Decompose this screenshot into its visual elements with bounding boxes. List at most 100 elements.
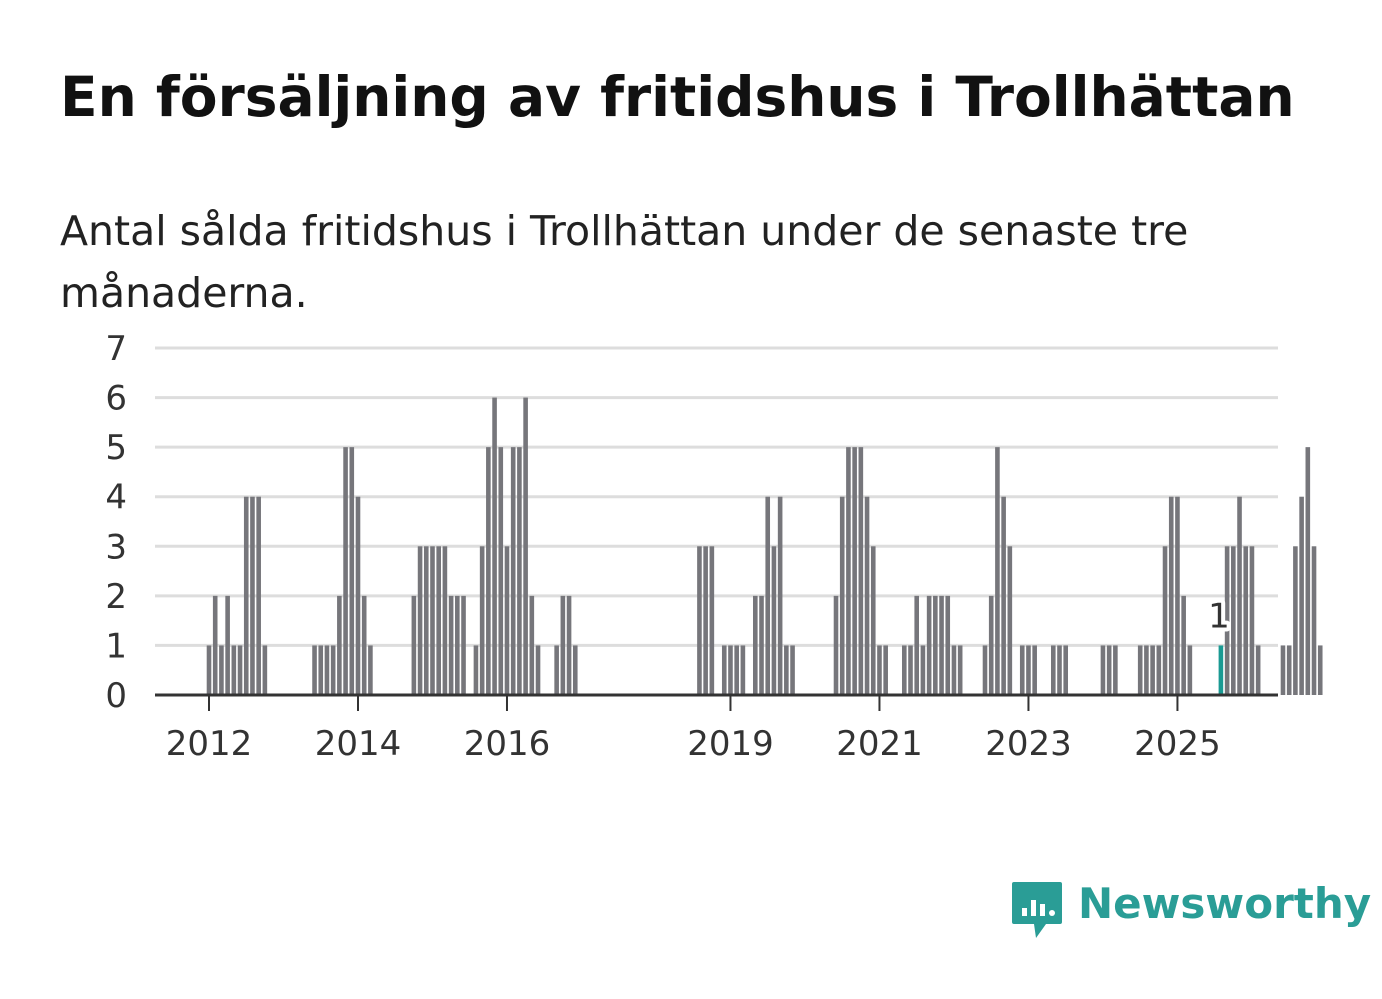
bar bbox=[1150, 645, 1155, 695]
bar bbox=[529, 595, 535, 695]
y-tick-label: 7 bbox=[105, 329, 127, 369]
bar bbox=[790, 645, 795, 695]
bar bbox=[957, 645, 963, 695]
newsworthy-logo-icon bbox=[1012, 882, 1062, 938]
bar bbox=[455, 595, 460, 695]
y-tick-label: 2 bbox=[105, 577, 127, 617]
y-axis-ticks: 0 1 2 3 4 5 6 7 bbox=[105, 329, 127, 716]
bar bbox=[1007, 546, 1013, 695]
bar bbox=[728, 645, 733, 695]
highlight-bar bbox=[1218, 645, 1224, 695]
bar bbox=[1019, 645, 1025, 695]
bar bbox=[995, 447, 1000, 695]
bar bbox=[566, 595, 572, 695]
bar bbox=[473, 645, 479, 695]
bar bbox=[920, 645, 926, 695]
y-tick-label: 5 bbox=[105, 428, 127, 468]
bar bbox=[765, 496, 771, 695]
bar bbox=[914, 595, 920, 695]
bar bbox=[523, 397, 528, 695]
bar bbox=[361, 595, 367, 695]
chart-subtitle: Antal sålda fritidshus i Trollhättan und… bbox=[60, 207, 1189, 317]
bar bbox=[1181, 595, 1186, 695]
bar bbox=[256, 496, 261, 695]
bar bbox=[510, 447, 516, 695]
bar bbox=[901, 645, 907, 695]
bar bbox=[883, 645, 888, 695]
bar bbox=[535, 645, 541, 695]
bar bbox=[1144, 645, 1149, 695]
bar bbox=[771, 546, 777, 695]
x-tick-label: 2023 bbox=[985, 724, 1072, 764]
bar bbox=[877, 645, 882, 695]
bar bbox=[461, 595, 466, 695]
bar bbox=[411, 595, 417, 695]
bar bbox=[1050, 645, 1056, 695]
y-tick-label: 3 bbox=[105, 527, 127, 567]
bar bbox=[318, 645, 324, 695]
bar bbox=[560, 595, 566, 695]
bar bbox=[846, 447, 851, 695]
bar bbox=[1243, 546, 1249, 695]
grid-lines bbox=[155, 346, 1278, 647]
bar bbox=[951, 645, 957, 695]
x-axis-ticks: 2012 2014 2016 2019 2021 2023 2025 bbox=[166, 695, 1221, 764]
bar bbox=[1293, 546, 1298, 695]
bar bbox=[839, 496, 845, 695]
y-tick-label: 1 bbox=[105, 626, 127, 666]
bar bbox=[945, 595, 951, 695]
bar bbox=[368, 645, 373, 695]
bar bbox=[1113, 645, 1118, 695]
bar bbox=[908, 645, 913, 695]
bar bbox=[442, 546, 448, 695]
bar bbox=[1311, 546, 1317, 695]
x-tick-label: 2012 bbox=[166, 724, 253, 764]
bar bbox=[784, 645, 789, 695]
bar bbox=[243, 496, 249, 695]
bar bbox=[734, 645, 739, 695]
bar bbox=[355, 496, 361, 695]
bar bbox=[225, 595, 230, 695]
bar bbox=[1168, 496, 1174, 695]
bar bbox=[1100, 645, 1106, 695]
bar bbox=[1137, 645, 1143, 695]
bar bbox=[858, 447, 864, 695]
bar bbox=[312, 645, 317, 695]
bar bbox=[1249, 546, 1255, 695]
chart-title: En försäljning av fritidshus i Trollhätt… bbox=[60, 65, 1295, 129]
bar bbox=[988, 595, 994, 695]
bar bbox=[219, 645, 224, 695]
bar bbox=[517, 447, 522, 695]
bar bbox=[1162, 546, 1168, 695]
bar bbox=[1237, 496, 1242, 695]
bar bbox=[1156, 645, 1162, 695]
bar bbox=[486, 447, 491, 695]
bar bbox=[1026, 645, 1031, 695]
bar-series bbox=[206, 397, 1323, 695]
bar bbox=[417, 546, 423, 695]
bar bbox=[1299, 496, 1304, 695]
bar bbox=[448, 595, 454, 695]
bar bbox=[777, 496, 783, 695]
bar bbox=[504, 546, 510, 695]
bar bbox=[324, 645, 330, 695]
bar bbox=[709, 546, 715, 695]
bar bbox=[1317, 645, 1323, 695]
bar bbox=[1106, 645, 1112, 695]
bar bbox=[262, 645, 268, 695]
bar bbox=[554, 645, 559, 695]
bar bbox=[436, 546, 441, 695]
bar bbox=[337, 595, 342, 695]
bar bbox=[1175, 496, 1180, 695]
y-tick-label: 0 bbox=[105, 676, 127, 716]
bar bbox=[852, 447, 857, 695]
bar bbox=[703, 546, 708, 695]
bar bbox=[231, 645, 237, 695]
bar bbox=[430, 546, 435, 695]
bar bbox=[206, 645, 212, 695]
y-tick-label: 4 bbox=[105, 478, 127, 518]
bar bbox=[697, 546, 702, 695]
bar bbox=[1224, 546, 1230, 695]
bar bbox=[498, 447, 504, 695]
bar bbox=[1063, 645, 1069, 695]
